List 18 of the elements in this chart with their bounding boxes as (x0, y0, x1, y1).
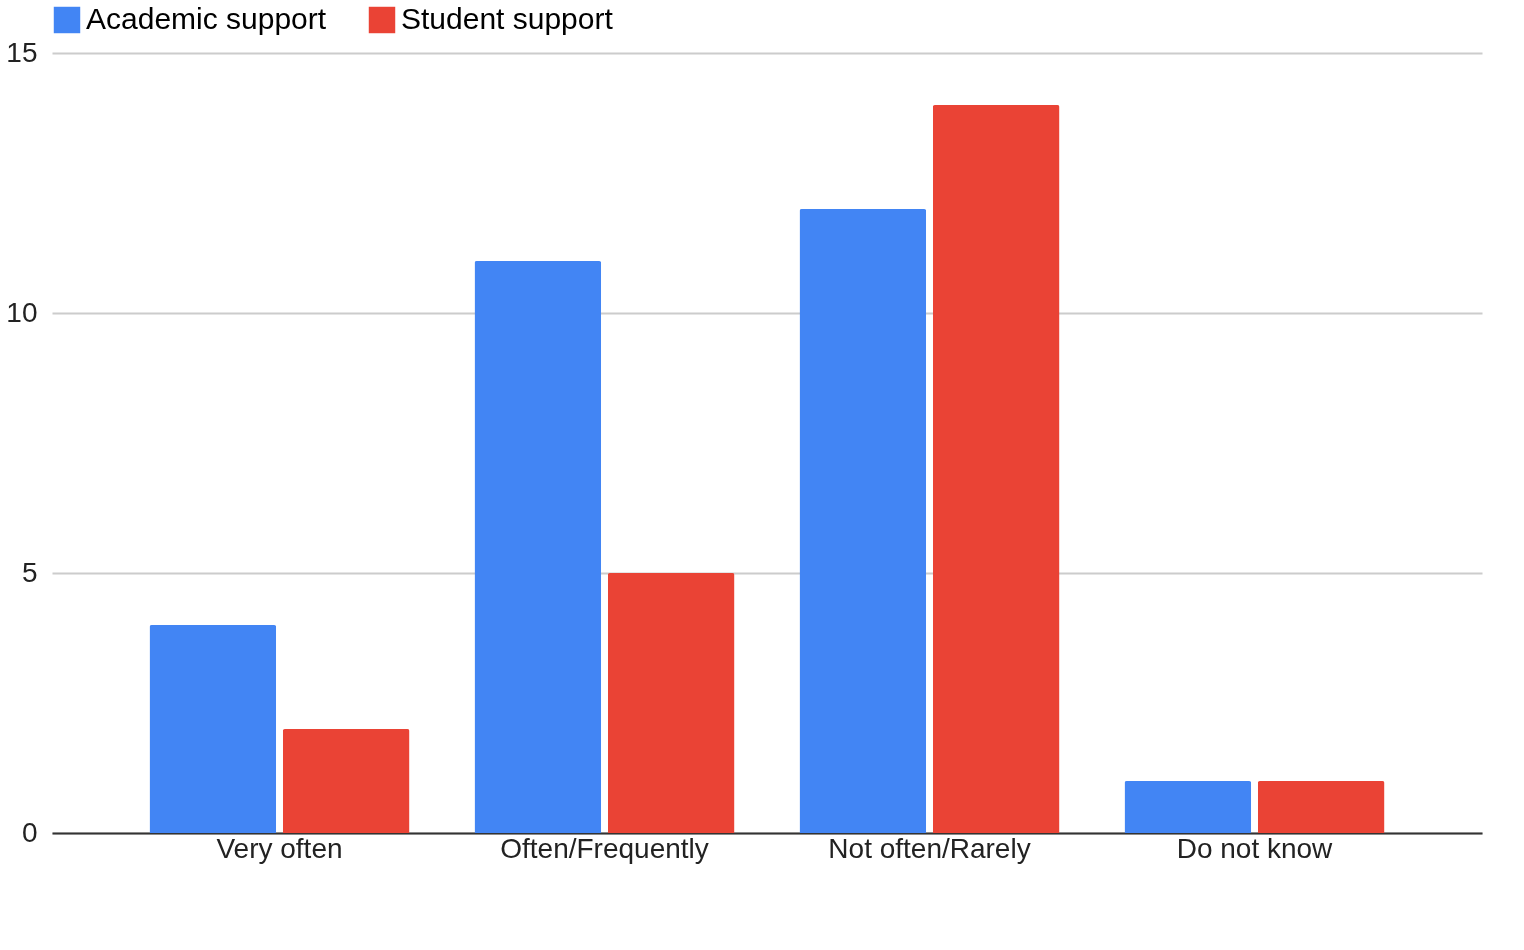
y-tick-label: 15 (6, 36, 38, 68)
bar (1124, 781, 1252, 833)
x-tick-label: Often/Frequently (500, 832, 709, 864)
y-tick-label: 10 (6, 296, 38, 328)
bar (932, 105, 1060, 833)
bar (149, 625, 277, 833)
bar (799, 209, 927, 833)
x-tick-label: Very often (216, 832, 343, 864)
bar (1257, 781, 1385, 833)
x-tick-label: Do not know (1176, 832, 1334, 864)
x-tick-label: Not often/Rarely (828, 832, 1031, 864)
bar (474, 261, 602, 833)
bar (282, 729, 410, 833)
y-tick-label: 5 (21, 556, 38, 588)
legend-label: Academic support (86, 2, 327, 35)
legend-label: Student support (401, 2, 614, 35)
bar (607, 573, 735, 833)
y-tick-label: 0 (21, 816, 38, 848)
